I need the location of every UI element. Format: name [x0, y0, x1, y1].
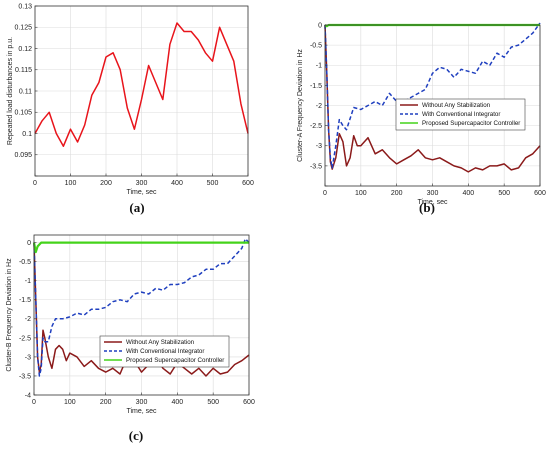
- y-tick-label: -1.5: [310, 83, 322, 90]
- y-tick-label: -1.5: [19, 297, 31, 304]
- x-tick-label: 0: [33, 180, 37, 187]
- legend-entry: Proposed Supercapacitor Controller: [126, 357, 224, 364]
- x-tick-label: 300: [427, 190, 439, 197]
- y-tick-label: 0.12: [18, 46, 32, 53]
- y-tick-label: -3.5: [310, 163, 322, 170]
- y-tick-label: 0.11: [19, 88, 32, 95]
- x-tick-label: 600: [242, 180, 254, 187]
- y-tick-label: 0.095: [14, 152, 32, 159]
- x-tick-label: 0: [32, 399, 36, 406]
- y-tick-label: -3: [316, 143, 322, 150]
- x-tick-label: 300: [136, 399, 148, 406]
- x-tick-label: 500: [207, 399, 219, 406]
- series-line-1: [324, 24, 541, 173]
- y-tick-label: 0.105: [14, 110, 32, 117]
- legend-entry: Proposed Supercapacitor Controller: [422, 120, 520, 127]
- series-line-1: [33, 242, 250, 377]
- y-tick-label: 0: [318, 22, 322, 29]
- chart-panel-3: 0 100 200 300 400 500 600 -4 -3.5 -3 -2.5 -2 -1.5 -1 -…: [6, 234, 255, 443]
- x-tick-label: 200: [100, 399, 112, 406]
- x-tick-label: 200: [391, 190, 403, 197]
- panel-caption: (a): [129, 200, 144, 215]
- legend-entry: Without Any Stabilization: [126, 339, 195, 346]
- y-tick-label: -1: [316, 63, 322, 70]
- y-tick-label: -2.5: [19, 335, 31, 342]
- y-tick-label: 0: [27, 240, 31, 247]
- x-tick-label: 100: [355, 190, 367, 197]
- legend: Without Any Stabilization With Convention…: [395, 98, 526, 131]
- y-axis-label: Repeated load disturbances in p.u.: [7, 37, 14, 145]
- y-tick-label: -1: [25, 278, 31, 285]
- y-tick-label: 0.125: [14, 25, 32, 32]
- series-line-1: [34, 22, 249, 147]
- chart-panel-2: 0 100 200 300 400 500 600 -3.5 -3 -2.5 -2 -1.5 -1 -0.…: [297, 22, 546, 215]
- y-tick-label: -0.5: [310, 43, 322, 50]
- x-axis-label: Time, sec: [417, 199, 448, 206]
- y-tick-label: -0.5: [19, 259, 31, 266]
- x-axis-label: Time, sec: [126, 189, 157, 196]
- panel-caption: (c): [129, 428, 143, 443]
- legend: Without Any Stabilization With Convention…: [99, 335, 230, 368]
- chart-panel-1: 0 100 200 300 400 500 600 0.095 0.1 0.105 0.11 0.11…: [7, 3, 254, 215]
- panel-caption: (b): [419, 200, 435, 215]
- x-tick-label: 400: [171, 399, 183, 406]
- x-tick-label: 0: [323, 190, 327, 197]
- y-tick-label: -2: [316, 103, 322, 110]
- x-axis-label: Time, sec: [126, 408, 157, 415]
- series-line-2: [33, 238, 250, 377]
- x-tick-label: 600: [534, 190, 546, 197]
- legend-entry: With Conventional Integrator: [126, 348, 204, 355]
- y-tick-label: -3.5: [19, 373, 31, 380]
- series-line-3: [32, 241, 249, 254]
- y-tick-label: 0.13: [18, 3, 32, 10]
- y-axis-label: Cluster-A Frequency Deviation in Hz: [297, 49, 304, 162]
- x-tick-label: 400: [171, 180, 183, 187]
- x-tick-label: 400: [462, 190, 474, 197]
- y-axis-label: Cluster-B Frequency Deviation in Hz: [6, 258, 13, 372]
- series-line-2: [324, 22, 541, 169]
- x-tick-label: 100: [65, 180, 77, 187]
- y-tick-label: -3: [25, 354, 31, 361]
- y-tick-label: -2: [25, 316, 31, 323]
- y-tick-label: -2.5: [310, 123, 322, 130]
- y-tick-label: -4: [25, 392, 31, 399]
- y-tick-label: 0.115: [15, 67, 32, 74]
- y-tick-label: 0.1: [22, 131, 32, 138]
- x-tick-label: 600: [243, 399, 255, 406]
- x-tick-label: 500: [207, 180, 219, 187]
- legend-entry: Without Any Stabilization: [422, 102, 491, 109]
- x-tick-label: 300: [136, 180, 148, 187]
- x-tick-label: 100: [64, 399, 76, 406]
- x-tick-label: 200: [100, 180, 112, 187]
- x-tick-label: 500: [498, 190, 510, 197]
- legend-entry: With Conventional Integrator: [422, 111, 500, 118]
